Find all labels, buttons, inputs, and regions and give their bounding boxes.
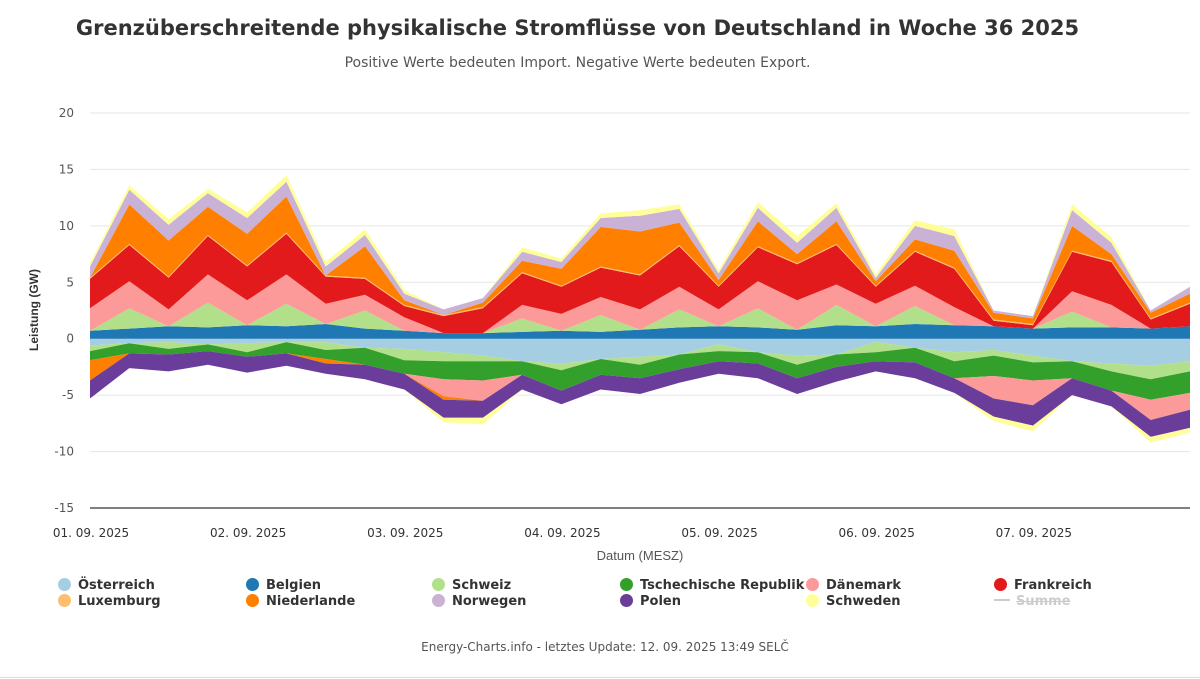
x-axis: 01. 09. 2025 02. 09. 2025 03. 09. 2025 04. … xyxy=(53,526,1072,540)
legend-swatch xyxy=(432,594,445,607)
legend-label: Norwegen xyxy=(452,594,527,609)
legend-item[interactable]: Belgien xyxy=(246,578,321,593)
chart-legend: Österreich Belgien Schweiz Tschechische Rep… xyxy=(58,578,1158,612)
legend-label: Belgien xyxy=(266,578,322,593)
x-tick-label: 06. 09. 2025 xyxy=(839,526,915,540)
legend-item[interactable]: Luxemburg xyxy=(58,594,161,609)
legend-swatch xyxy=(806,578,819,591)
x-axis-title: Datum (MESZ) xyxy=(597,548,684,563)
x-tick-label: 02. 09. 2025 xyxy=(210,526,286,540)
legend-swatch xyxy=(58,594,71,607)
series-area-2-pos xyxy=(90,302,1190,334)
series-area-5-pos xyxy=(90,233,1190,334)
legend-swatch xyxy=(58,578,71,591)
y-tick-label: 15 xyxy=(59,162,74,176)
series-area-3-neg xyxy=(90,342,1190,400)
legend-label: Österreich xyxy=(78,578,155,593)
grid xyxy=(90,112,1190,509)
y-axis: 20 15 10 5 0 -5 -10 -15 xyxy=(54,106,74,515)
legend-item[interactable]: Norwegen xyxy=(432,594,526,609)
y-tick-label: -10 xyxy=(54,445,74,459)
legend-item[interactable]: Schweiz xyxy=(432,578,511,593)
footer-credit: Energy-Charts.info - letztes Update: 12.… xyxy=(421,640,789,654)
legend-item[interactable]: Niederlande xyxy=(246,594,355,609)
x-tick-label: 07. 09. 2025 xyxy=(996,526,1072,540)
bottom-divider xyxy=(0,677,1200,678)
legend-item[interactable]: Polen xyxy=(620,594,681,609)
y-tick-label: 10 xyxy=(59,219,74,233)
legend-item[interactable]: Schweden xyxy=(806,594,901,609)
chart-subtitle: Positive Werte bedeuten Import. Negative… xyxy=(344,55,811,71)
x-tick-label: 01. 09. 2025 xyxy=(53,526,129,540)
x-tick-label: 05. 09. 2025 xyxy=(681,526,757,540)
legend-label: Luxemburg xyxy=(78,594,161,609)
y-tick-label: 20 xyxy=(59,106,74,120)
legend-swatch xyxy=(994,578,1007,591)
legend-label: Summe xyxy=(1016,594,1071,609)
x-tick-label: 03. 09. 2025 xyxy=(367,526,443,540)
legend-swatch xyxy=(806,594,819,607)
y-tick-label: -15 xyxy=(54,501,74,515)
series-area-10-neg xyxy=(90,364,1190,443)
legend-swatch xyxy=(620,578,633,591)
legend-label: Schweden xyxy=(826,594,901,609)
legend-swatch xyxy=(994,599,1010,601)
series-areas xyxy=(90,175,1190,443)
series-area-4-pos xyxy=(90,274,1190,334)
series-area-2-neg xyxy=(90,342,1190,380)
legend-label: Niederlande xyxy=(266,594,356,609)
y-tick-label: 0 xyxy=(66,332,74,346)
legend-swatch xyxy=(246,594,259,607)
legend-swatch xyxy=(246,578,259,591)
legend-item[interactable]: Summe xyxy=(994,594,1071,609)
legend-item[interactable]: Frankreich xyxy=(994,578,1092,593)
y-tick-label: -5 xyxy=(62,388,74,402)
legend-item[interactable]: Tschechische Republik xyxy=(620,578,804,593)
legend-swatch xyxy=(620,594,633,607)
series-area-0-neg xyxy=(90,338,1190,366)
legend-label: Dänemark xyxy=(826,578,902,593)
series-area-9-neg xyxy=(90,351,1190,437)
legend-swatch xyxy=(432,578,445,591)
y-axis-title: Leistung (GW) xyxy=(27,269,41,351)
chart-title: Grenzüberschreitende physikalische Strom… xyxy=(75,16,1080,40)
y-tick-label: 5 xyxy=(66,275,74,289)
series-area-7-pos xyxy=(90,196,1190,324)
legend-item[interactable]: Österreich xyxy=(58,578,155,593)
legend-label: Polen xyxy=(640,594,681,609)
legend-label: Schweiz xyxy=(452,578,512,593)
series-area-1-pos xyxy=(90,324,1190,339)
legend-label: Frankreich xyxy=(1014,578,1092,593)
x-tick-label: 04. 09. 2025 xyxy=(524,526,600,540)
legend-label: Tschechische Republik xyxy=(640,578,805,593)
series-area-4-neg xyxy=(90,351,1190,420)
legend-item[interactable]: Dänemark xyxy=(806,578,901,593)
